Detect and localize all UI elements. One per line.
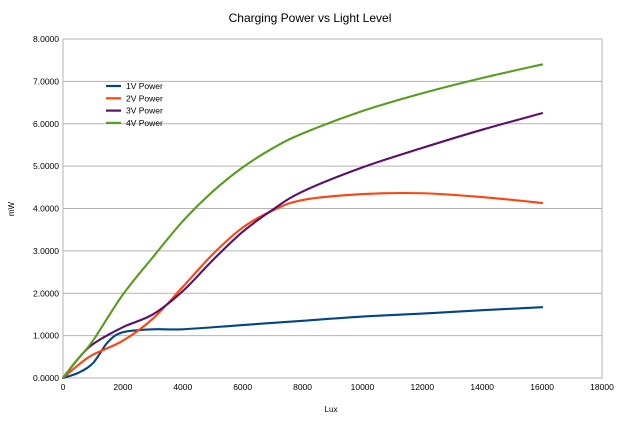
chart-title: Charging Power vs Light Level — [229, 11, 392, 25]
x-tick-label: 4000 — [173, 382, 192, 392]
legend-label-3v-power: 3V Power — [126, 106, 163, 116]
y-tick-label: 1.0000 — [33, 331, 59, 341]
plot-area-frame — [62, 38, 603, 379]
grid-layer — [62, 38, 603, 379]
y-tick-label: 3.0000 — [33, 246, 59, 256]
x-tick-label: 14000 — [470, 382, 494, 392]
series-line-3v-power — [61, 112, 544, 380]
y-axis-label: mW — [7, 201, 16, 216]
x-tick-label: 16000 — [530, 382, 554, 392]
legend-label-4v-power: 4V Power — [126, 118, 163, 128]
series-layer — [61, 63, 544, 380]
x-tick-label: 0 — [61, 382, 66, 392]
x-tick-label: 8000 — [293, 382, 312, 392]
series-line-1v-power — [61, 306, 544, 380]
x-tick-label: 2000 — [113, 382, 132, 392]
legend-label-2v-power: 2V Power — [126, 93, 163, 103]
x-tick-label: 12000 — [411, 382, 435, 392]
tick-labels-layer: 0.0000 1.0000 2.0000 3.0000 4.0000 5.0000 6.00… — [33, 34, 614, 392]
y-tick-label: 7.0000 — [33, 76, 59, 86]
y-tick-label: 6.0000 — [33, 119, 59, 129]
y-tick-label: 0.0000 — [33, 373, 59, 383]
x-tick-label: 10000 — [351, 382, 375, 392]
y-tick-label: 2.0000 — [33, 288, 59, 298]
series-line-4v-power — [61, 63, 544, 380]
y-tick-label: 8.0000 — [33, 34, 59, 44]
x-tick-label: 18000 — [590, 382, 614, 392]
series-line-2v-power — [61, 191, 544, 380]
x-axis-label: Lux — [325, 405, 338, 414]
y-tick-label: 5.0000 — [33, 161, 59, 171]
x-tick-label: 6000 — [233, 382, 252, 392]
legend-label-1v-power: 1V Power — [126, 81, 163, 91]
y-tick-label: 4.0000 — [33, 204, 59, 214]
legend: 1V Power 2V Power 3V Power 4V Power — [106, 81, 163, 128]
